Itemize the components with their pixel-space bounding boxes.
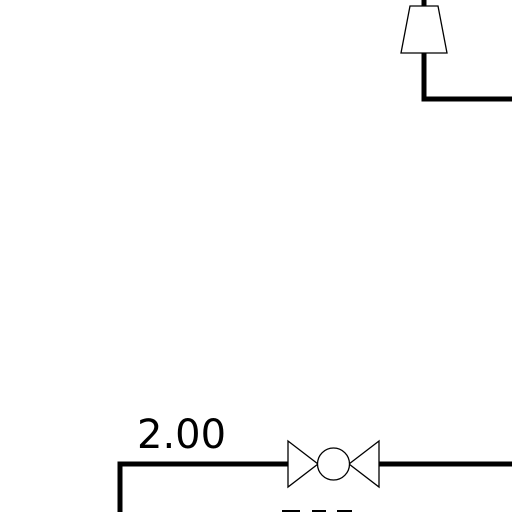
lower-pipe-left [117, 461, 291, 512]
gate-valve-icon [287, 439, 380, 489]
upper-pipe-run [421, 50, 512, 102]
pipe-size-label: 2.00 [137, 412, 226, 458]
reducer-fitting-icon [400, 5, 448, 54]
